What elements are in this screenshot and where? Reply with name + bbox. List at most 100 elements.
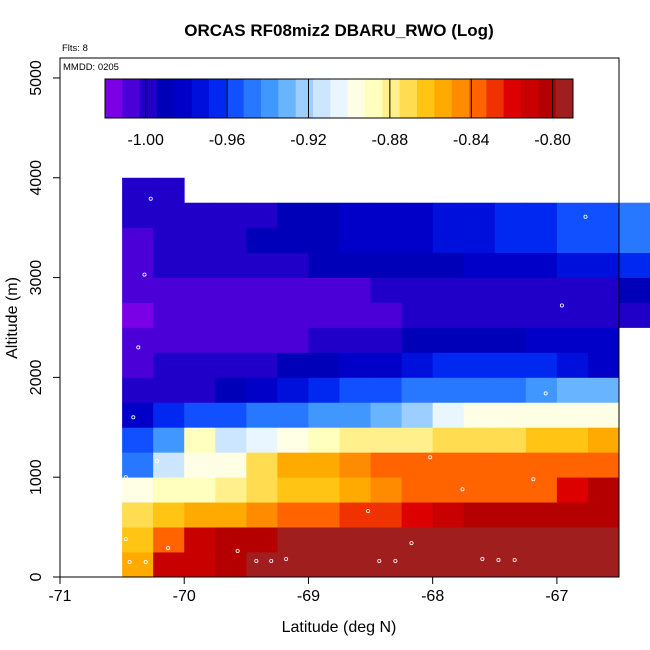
- flights-annotation: Flts: 8: [62, 43, 88, 54]
- heatmap-cell: [184, 452, 216, 478]
- heatmap-cell: [556, 552, 589, 578]
- heatmap-cell: [370, 202, 403, 229]
- heatmap-cell: [215, 477, 247, 503]
- flight-point: [235, 549, 240, 554]
- heatmap-cell: [308, 402, 340, 428]
- heatmap-cell: [432, 552, 465, 578]
- heatmap-cell: [246, 352, 278, 378]
- heatmap-cell: [401, 402, 434, 428]
- colorbar-swatch: [365, 79, 383, 118]
- heatmap-cell: [153, 377, 185, 403]
- heatmap-cell: [184, 202, 216, 229]
- heatmap-cell: [556, 427, 589, 453]
- plot-frame: [59, 57, 620, 578]
- heatmap-cell: [556, 527, 589, 553]
- colorbar-swatch: [347, 79, 366, 118]
- heatmap-cell: [370, 527, 403, 553]
- heatmap-cell: [525, 502, 558, 528]
- heatmap-cell: [556, 402, 589, 428]
- colorbar-swatch: [295, 79, 314, 118]
- heatmap-cell: [122, 427, 154, 453]
- heatmap-cell: [587, 227, 620, 254]
- heatmap-cell: [308, 277, 340, 303]
- heatmap-cell: [339, 227, 371, 254]
- heatmap-cell: [494, 227, 527, 254]
- heatmap-cell: [153, 202, 185, 229]
- colorbar-tick-label: -0.92: [290, 132, 327, 149]
- heatmap-cell: [587, 252, 620, 278]
- heatmap-cell: [494, 452, 527, 478]
- flight-point: [136, 345, 141, 350]
- heatmap-cell: [308, 427, 340, 453]
- heatmap-cell: [339, 252, 371, 278]
- heatmap-cell: [184, 377, 216, 403]
- heatmap-cell: [122, 402, 154, 428]
- heatmap-cell: [525, 252, 558, 278]
- heatmap-cell: [215, 527, 247, 553]
- heatmap-cell: [463, 202, 496, 229]
- heatmap-cell: [153, 352, 185, 378]
- heatmap-cell: [339, 327, 371, 353]
- heatmap-cell: [122, 477, 154, 503]
- heatmap-cell: [153, 327, 185, 353]
- colorbar-swatch: [191, 79, 210, 118]
- heatmap-cell: [463, 352, 496, 378]
- colorbar-swatch: [157, 79, 175, 118]
- flight-point: [142, 272, 147, 277]
- heatmap-cell: [619, 202, 650, 229]
- heatmap-cell: [308, 352, 340, 378]
- heatmap-cell: [587, 327, 620, 353]
- heatmap-cell: [246, 552, 278, 578]
- heatmap-cell: [494, 402, 527, 428]
- colorbar-swatch: [261, 79, 279, 118]
- heatmap-cell: [153, 427, 185, 453]
- flight-point: [496, 558, 501, 563]
- heatmap-cell: [556, 477, 589, 503]
- heatmap-cell: [432, 502, 465, 528]
- heatmap-cell: [339, 552, 371, 578]
- heatmap-cell: [246, 427, 278, 453]
- heatmap-cell: [401, 377, 434, 403]
- heatmap-cell: [370, 327, 403, 353]
- heatmap-cell: [463, 427, 496, 453]
- heatmap-cell: [308, 327, 340, 353]
- heatmap-cell: [525, 377, 558, 403]
- flight-point: [127, 560, 132, 565]
- colorbar-frame: [104, 78, 574, 119]
- colorbar-swatch: [139, 79, 158, 118]
- heatmap-cell: [463, 402, 496, 428]
- flight-point: [393, 559, 398, 564]
- heatmap-cell: [463, 277, 496, 303]
- heatmap-cell: [246, 302, 278, 328]
- flight-point: [428, 455, 433, 460]
- colorbar-tick-label: -0.96: [209, 132, 246, 149]
- colorbar-swatch: [434, 79, 453, 118]
- heatmap-cell: [370, 402, 403, 428]
- heatmap-cell: [401, 477, 434, 503]
- heatmap-cell: [370, 452, 403, 478]
- heatmap-cell: [184, 252, 216, 278]
- x-tick-label: -70: [173, 588, 196, 605]
- heatmap-cell: [122, 452, 154, 478]
- heatmap-cell: [370, 227, 403, 254]
- heatmap-cell: [587, 302, 620, 328]
- heatmap-cell: [463, 502, 496, 528]
- x-tick-label: -69: [297, 588, 320, 605]
- x-tick-label: -71: [48, 588, 71, 605]
- heatmap-cell: [153, 527, 185, 553]
- heatmap-cell: [432, 227, 465, 254]
- heatmap-cell: [246, 477, 278, 503]
- heatmap-cell: [525, 477, 558, 503]
- heatmap-cell: [401, 277, 434, 303]
- heatmap-cell: [277, 427, 309, 453]
- heatmap-cell: [432, 427, 465, 453]
- heatmap-cell: [122, 552, 154, 578]
- y-axis-label: Altitude (m): [4, 277, 21, 359]
- chart-title: ORCAS RF08miz2 DBARU_RWO (Log): [184, 21, 493, 40]
- flight-point: [254, 559, 259, 564]
- heatmap-cell: [184, 502, 216, 528]
- colorbar-swatch: [243, 79, 262, 118]
- heatmap-cell: [556, 377, 589, 403]
- x-tick-label: -68: [421, 588, 444, 605]
- heatmap-cell: [184, 277, 216, 303]
